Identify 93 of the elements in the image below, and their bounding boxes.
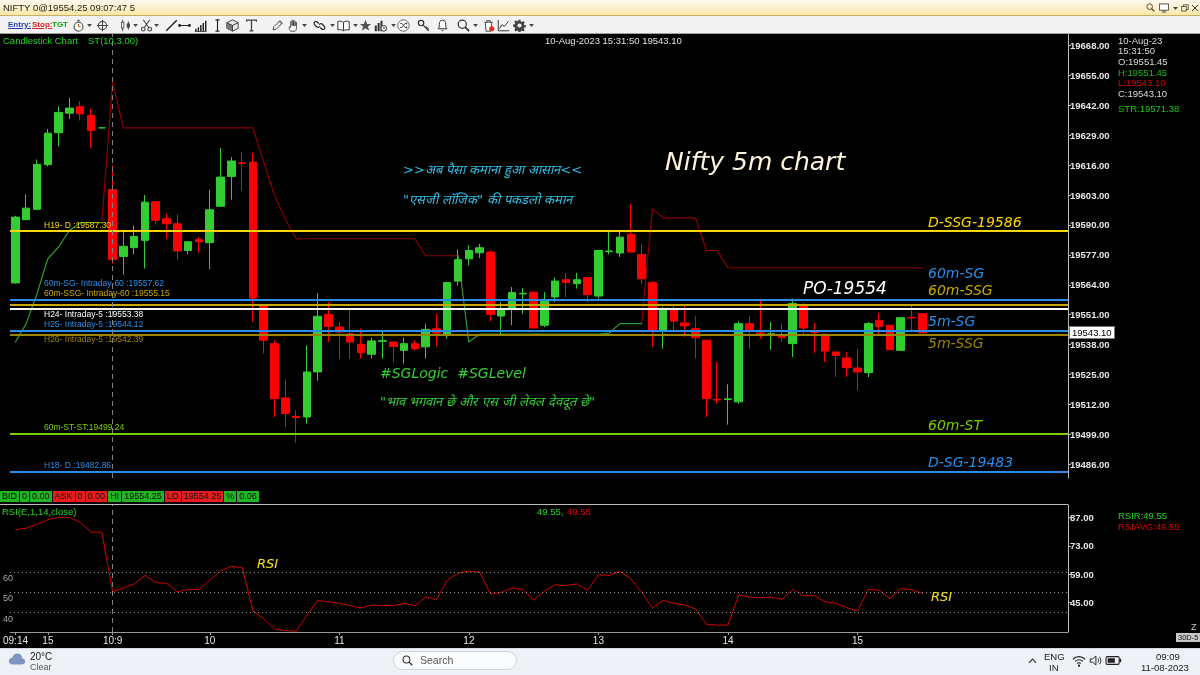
y-tick-label: 19499.00 bbox=[1070, 428, 1110, 440]
text: RSIAVG:49.55 bbox=[1118, 521, 1180, 533]
text: IN bbox=[1049, 662, 1059, 674]
y-tick-label: 19564.00 bbox=[1070, 279, 1110, 291]
text: Stop: bbox=[32, 20, 53, 30]
text: 0.00 bbox=[30, 491, 52, 502]
text: 19554.25 bbox=[122, 491, 164, 502]
x-tick-label: 11 bbox=[334, 634, 345, 646]
text: 15:31:50 bbox=[1118, 45, 1155, 57]
x-tick-label: 10 bbox=[204, 634, 216, 646]
x-tick-label: 13 bbox=[592, 634, 605, 646]
text: H:19551.45 bbox=[1118, 67, 1168, 79]
annotation: ST(10,3.00) bbox=[88, 35, 139, 47]
ref-line-label: 60m-SG- Intraday-60 :19557.62 bbox=[44, 277, 165, 289]
y-tick-label: 19668.00 bbox=[1070, 40, 1110, 51]
text: 19554.25 bbox=[181, 491, 224, 502]
text: HI bbox=[108, 491, 122, 502]
y-tick-label: 19577.00 bbox=[1070, 249, 1110, 261]
annotation: 60m-SSG bbox=[928, 282, 993, 299]
y-tick-label: 19551.00 bbox=[1070, 309, 1110, 321]
annotation: PO-19554 bbox=[803, 277, 887, 298]
text: % bbox=[224, 491, 237, 502]
ref-line-label: H26- Intraday-5 :19542.39 bbox=[44, 334, 144, 345]
y-tick-label: 59.00 bbox=[1070, 568, 1094, 580]
text: 09:09 bbox=[1156, 651, 1180, 663]
x-tick-label: 15 bbox=[851, 634, 864, 646]
y-tick-label: 19486.00 bbox=[1070, 458, 1110, 470]
annotation: #SGLogic #SGLevel bbox=[380, 365, 526, 382]
ref-line-label: H18- D :19482.86 bbox=[44, 459, 112, 471]
text: 0 bbox=[20, 491, 30, 502]
annotation: Candlestick Chart bbox=[3, 35, 78, 47]
text: Nifty 5m chart bbox=[665, 147, 846, 177]
x-tick-label: 12 bbox=[463, 634, 475, 646]
text: BID bbox=[0, 491, 20, 502]
y-tick-label: 19590.00 bbox=[1070, 219, 1110, 231]
y-tick-label: 19642.00 bbox=[1070, 99, 1110, 111]
ref-line-label: 50 bbox=[3, 593, 14, 604]
ref-line-label: H24- Intraday-5 :19553.38 bbox=[44, 309, 144, 320]
text: 0 bbox=[75, 491, 85, 502]
y-tick-label: 87.00 bbox=[1070, 511, 1094, 523]
text: ENG bbox=[1044, 651, 1065, 663]
x-tick-label: 15 bbox=[42, 634, 54, 646]
annotation: RSI bbox=[257, 556, 279, 572]
x-tick-label: 10:9 bbox=[102, 634, 123, 646]
text: 10-Aug-23 bbox=[1118, 35, 1163, 47]
text: L:19543.10 bbox=[1118, 77, 1166, 89]
annotation: 10-Aug-2023 15:31:50 19543.10 bbox=[545, 35, 682, 47]
y-tick-label: 19629.00 bbox=[1070, 129, 1110, 141]
annotation: >>अब पैसा कमाना हुआ आसान<< bbox=[403, 162, 583, 178]
y-tick-label: 19512.00 bbox=[1070, 398, 1110, 410]
y-tick-label: 45.00 bbox=[1070, 597, 1094, 609]
annotation: RSI(E,1,14,close) bbox=[2, 506, 77, 518]
annotation: 5m-SSG bbox=[928, 335, 984, 352]
ref-line-label: 60m-ST-ST:19499.24 bbox=[44, 422, 125, 433]
annotation: "भाव भगवान छे और एस जी लेवल देवदूत छे" bbox=[380, 394, 596, 410]
x-tick-label: 14 bbox=[722, 634, 734, 646]
ref-line-label: H25- Intraday-5 :19544.12 bbox=[44, 319, 144, 330]
y-tick-label: 19655.00 bbox=[1070, 69, 1110, 81]
text: Search bbox=[420, 654, 454, 667]
y-tick-label: 19603.00 bbox=[1070, 189, 1110, 201]
annotation: D-SG-19483 bbox=[928, 454, 1014, 471]
text: NIFTY 0@19554.25 09:07:47 5 bbox=[3, 2, 136, 14]
annotation: 49.55 bbox=[567, 506, 591, 518]
annotation: RSI bbox=[931, 589, 953, 605]
ref-line-label: 60m-SSG- Intraday-60 :19555.15 bbox=[44, 287, 170, 299]
annotation: 60m-ST bbox=[928, 416, 982, 433]
text: O:19551.45 bbox=[1118, 56, 1168, 68]
text: Z bbox=[1191, 622, 1197, 633]
text: 19543.10 bbox=[1069, 325, 1115, 340]
y-tick-label: 73.00 bbox=[1070, 540, 1094, 552]
text: STR:19571.38 bbox=[1118, 103, 1180, 115]
text: 0.00 bbox=[85, 491, 108, 502]
annotation: D-SSG-19586 bbox=[928, 214, 1022, 231]
text: Clear bbox=[30, 662, 52, 673]
text: Entry: bbox=[8, 20, 32, 30]
text: 0.06 bbox=[237, 491, 259, 502]
x-tick-label: 09:14 bbox=[3, 634, 29, 646]
y-tick-label: 19538.00 bbox=[1070, 339, 1110, 351]
y-tick-label: 19616.00 bbox=[1070, 159, 1110, 171]
ref-line-label: 60 bbox=[3, 573, 14, 584]
text: RSIR:49.55 bbox=[1118, 510, 1168, 522]
annotation: 49.55, bbox=[537, 506, 564, 518]
annotation: 5m-SG bbox=[928, 313, 976, 330]
text: LO bbox=[164, 491, 181, 502]
text: 11-08-2023 bbox=[1141, 662, 1189, 674]
text: 20°C bbox=[30, 651, 53, 663]
text: TGT bbox=[52, 20, 68, 30]
text: C:19543.10 bbox=[1118, 88, 1168, 100]
annotation: 60m-SG bbox=[928, 265, 985, 282]
annotation: "एसजी लॉजिक" की पकडलो कमान bbox=[403, 192, 573, 208]
text: ASK bbox=[52, 491, 75, 502]
y-tick-label: 19525.00 bbox=[1070, 368, 1110, 380]
ref-line-label: 40 bbox=[3, 613, 14, 624]
